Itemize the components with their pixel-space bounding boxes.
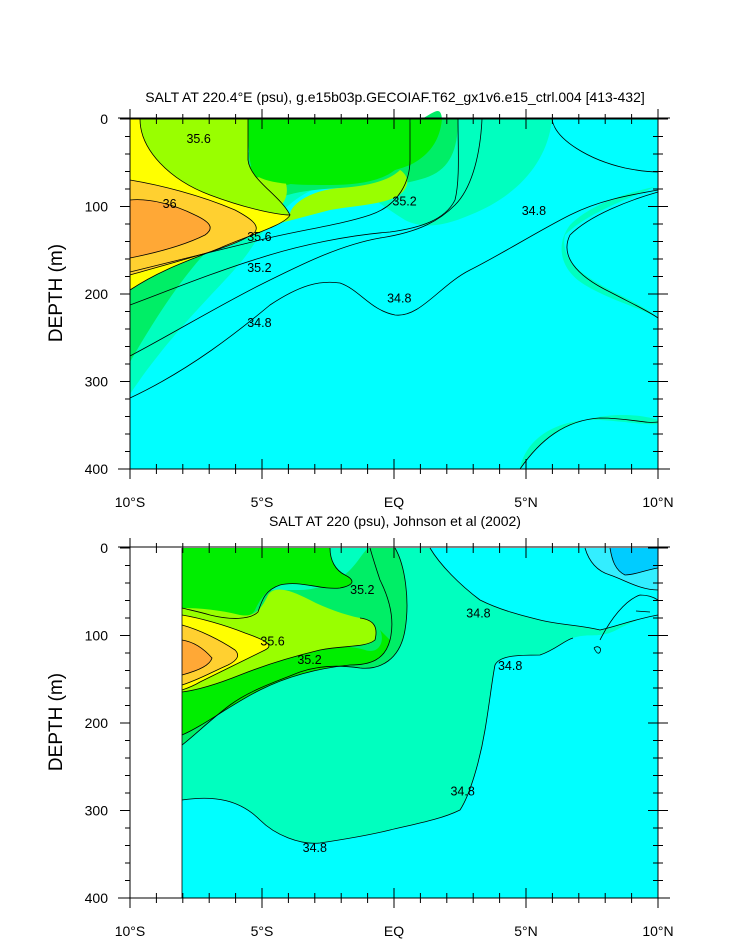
contour-label: 36 — [163, 197, 177, 211]
contour-35.2 — [181, 547, 393, 736]
panel-obs-title: SALT AT 220 (psu), Johnson et al (2002) — [269, 513, 521, 529]
contour-label: 34.8 — [450, 784, 474, 798]
contour-label-text: 35.6 — [247, 230, 271, 244]
contour-35.0 — [129, 118, 483, 357]
panel-model-yticklabels: 0 100 200 300 400 — [85, 111, 109, 477]
contour-35.4-b — [181, 617, 377, 693]
y-tick-label: 300 — [85, 803, 109, 819]
fill-gt36 — [130, 199, 211, 258]
x-tick-label: 5°S — [251, 923, 274, 939]
contour-35.0 — [181, 547, 408, 746]
contour-35.4-b — [129, 119, 411, 273]
contour-label-text: 35.2 — [247, 261, 271, 275]
contour-label-text: 35.6 — [260, 635, 284, 649]
y-tick-label: 100 — [85, 199, 109, 215]
y-tick-label: 100 — [85, 628, 109, 644]
contour-34.6 — [584, 547, 659, 591]
y-tick-label: 300 — [85, 374, 109, 390]
x-tick-label: 10°N — [642, 923, 673, 939]
contour-label: 35.2 — [297, 653, 321, 667]
contour-label: 34.8 — [498, 659, 522, 673]
contour-label: 34.8 — [303, 841, 327, 855]
contour-label-text: 36 — [163, 197, 177, 211]
contour-label-text: 35.2 — [297, 653, 321, 667]
contour-label: 34.8 — [387, 291, 411, 305]
panel-model-contour-labels: 35.6 36 35.6 35.2 35.2 34.8 34.8 34.8 — [163, 132, 546, 330]
panel-model-xticklabels: 10°S 5°S EQ 5°N 10°N — [115, 494, 674, 510]
contour-label: 34.8 — [522, 204, 546, 218]
contour-35.4 — [247, 119, 291, 216]
panel-obs-contour-labels: 35.2 35.6 35.2 34.8 34.8 34.8 34.8 — [260, 583, 522, 855]
contour-34.8-e — [519, 417, 659, 470]
contour-35.8 — [181, 624, 239, 686]
contour-label: 35.6 — [260, 635, 284, 649]
contour-34.8-c — [551, 118, 659, 173]
contour-34.4 — [609, 547, 659, 576]
panel-obs-ticks — [120, 538, 668, 908]
x-tick-label: 5°N — [514, 494, 538, 510]
contour-label: 35.6 — [247, 230, 271, 244]
panel-model-fills — [130, 111, 658, 469]
fill-35.4-35.6-mid — [130, 170, 408, 258]
y-tick-label: 200 — [85, 715, 109, 731]
fill-lt34.4 — [610, 548, 658, 575]
contour-35.6 — [181, 614, 270, 691]
contour-label-text: 34.8 — [387, 291, 411, 305]
y-tick-label: 0 — [100, 540, 108, 556]
fill-34.6-34.8-bottom — [182, 615, 658, 898]
contour-36 — [181, 639, 213, 676]
contour-label-text: 34.8 — [466, 607, 490, 621]
x-tick-label: EQ — [384, 494, 404, 510]
contour-34.6-d — [635, 610, 651, 613]
contour-label: 35.2 — [392, 194, 416, 208]
panel-model-ticks — [120, 109, 668, 479]
fill-35.2-35.4-tongue — [248, 119, 410, 185]
contour-34.8-a — [129, 189, 659, 399]
contour-label: 35.2 — [350, 583, 374, 597]
y-tick-label: 200 — [85, 286, 109, 302]
contour-label-text: 34.8 — [522, 204, 546, 218]
panel-obs-contours — [181, 547, 659, 844]
panel-obs-xticklabels: 10°S 5°S EQ 5°N 10°N — [115, 923, 674, 939]
y-tick-label: 400 — [85, 890, 109, 906]
panel-model-ylabel: DEPTH (m) — [46, 244, 67, 342]
y-tick-label: 400 — [85, 461, 109, 477]
contour-label: 35.2 — [247, 261, 271, 275]
contour-label: 34.8 — [247, 316, 271, 330]
contour-label-text: 35.6 — [186, 132, 210, 146]
x-tick-label: EQ — [384, 923, 404, 939]
contour-34.8-d — [566, 191, 659, 319]
fill-35.2-35.4 — [182, 548, 390, 735]
y-tick-label: 0 — [100, 111, 108, 127]
contour-label-text: 34.8 — [498, 659, 522, 673]
contour-36.2 — [129, 199, 211, 259]
contour-35.2 — [129, 118, 459, 306]
panel-model-contours — [129, 118, 659, 470]
contour-label-text: 34.8 — [450, 784, 474, 798]
panel-obs: SALT AT 220 (psu), Johnson et al (2002) … — [46, 513, 674, 939]
contour-34.8-a — [429, 547, 659, 631]
panel-obs-ylabel: DEPTH (m) — [46, 673, 67, 771]
panel-obs-fills — [182, 548, 658, 898]
x-tick-label: 10°S — [115, 494, 146, 510]
contour-34.6-b — [599, 594, 659, 641]
contour-35.4 — [181, 547, 353, 619]
fill-34.6-34.8-upper — [130, 119, 658, 469]
panel-model-title: SALT AT 220.4°E (psu), g.e15b03p.GECOIAF… — [145, 89, 645, 105]
contour-34.8-b — [181, 637, 574, 844]
contour-label-text: 34.8 — [303, 841, 327, 855]
contour-label: 34.8 — [466, 607, 490, 621]
contour-label-text: 35.2 — [392, 194, 416, 208]
x-tick-label: 10°S — [115, 923, 146, 939]
x-tick-label: 5°S — [251, 494, 274, 510]
contour-label: 35.6 — [186, 132, 210, 146]
x-tick-label: 5°N — [514, 923, 538, 939]
x-tick-label: 10°N — [642, 494, 673, 510]
panel-obs-yticklabels: 0 100 200 300 400 — [85, 540, 109, 906]
contour-label-text: 35.2 — [350, 583, 374, 597]
contour-label-text: 34.8 — [247, 316, 271, 330]
panel-model: SALT AT 220.4°E (psu), g.e15b03p.GECOIAF… — [46, 89, 674, 510]
contour-34.6-c — [593, 646, 601, 654]
